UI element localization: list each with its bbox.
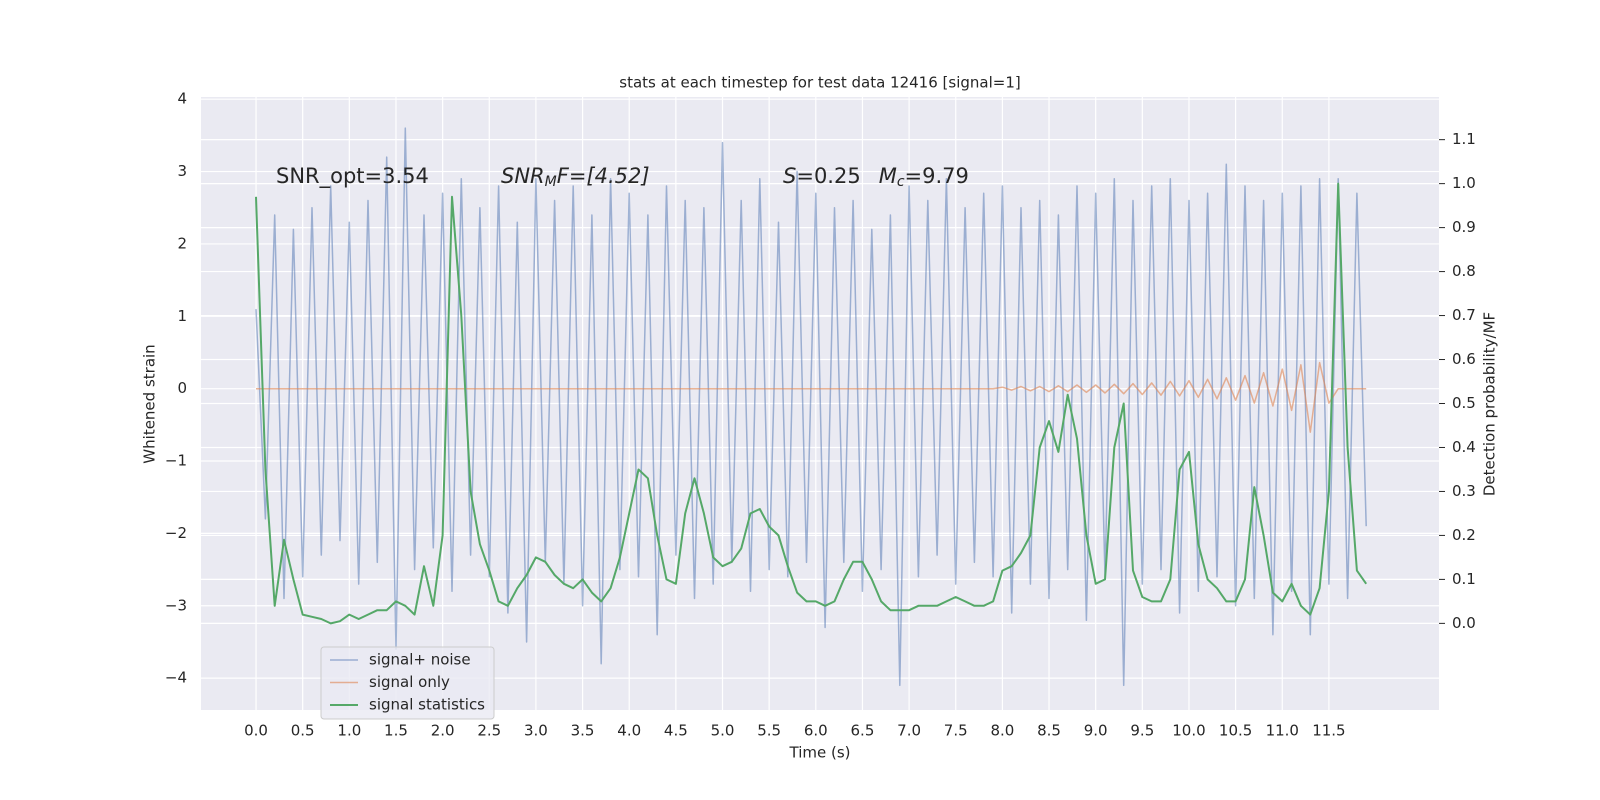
x-tick-label: 8.5: [1037, 722, 1061, 740]
x-tick-label: 1.5: [384, 722, 408, 740]
y2-tick-label: 0.2: [1452, 526, 1476, 544]
x-tick-label: 10.0: [1172, 722, 1205, 740]
x-tick-label: 7.5: [944, 722, 968, 740]
annotation-text: SNR_opt=3.54: [276, 164, 429, 189]
y-tick-label: 2: [177, 234, 187, 252]
y2-tick-label: 0.6: [1452, 350, 1476, 368]
annotation-text: =9.79: [905, 164, 969, 188]
y2-tick-label: 1.1: [1452, 130, 1476, 148]
annotation-text: M: [879, 164, 897, 188]
x-tick-label: 3.0: [524, 722, 548, 740]
y2-tick-label: 0.1: [1452, 570, 1476, 588]
x-tick-label: 0.0: [244, 722, 268, 740]
y-tick-label: 1: [177, 307, 187, 325]
y-tick-label: −3: [165, 596, 187, 614]
x-tick-label: 10.5: [1219, 722, 1252, 740]
annotation: SNRMF=[4.52]: [501, 164, 650, 190]
x-tick-label: 6.0: [804, 722, 828, 740]
y2-tick-label: 0.5: [1452, 394, 1476, 412]
x-tick-label: 9.0: [1084, 722, 1108, 740]
x-tick-label: 3.5: [571, 722, 595, 740]
legend-label: signal+ noise: [369, 651, 471, 669]
y2-tick-label: 0.9: [1452, 218, 1476, 236]
annotation-text: F=[4.52]: [557, 164, 650, 188]
y-tick-label: 4: [177, 90, 187, 108]
y-tick-label: 3: [177, 162, 187, 180]
x-tick-label: 9.5: [1130, 722, 1154, 740]
annotation-subscript: c: [897, 174, 905, 190]
chart-title: stats at each timestep for test data 124…: [619, 74, 1020, 92]
x-axis-label: Time (s): [789, 744, 851, 762]
y-tick-label: −4: [165, 669, 187, 687]
annotation: S=0.25 Mc=9.79: [783, 164, 969, 190]
x-tick-label: 8.0: [990, 722, 1014, 740]
y-tick-label: −2: [165, 524, 187, 542]
x-tick-label: 11.0: [1266, 722, 1299, 740]
x-tick-label: 0.5: [291, 722, 315, 740]
x-tick-label: 4.0: [617, 722, 641, 740]
x-tick-label: 2.0: [431, 722, 455, 740]
x-tick-label: 1.0: [337, 722, 361, 740]
y2-tick-label: 0.0: [1452, 614, 1476, 632]
legend-label: signal statistics: [369, 696, 485, 714]
y2-tick-label: 0.8: [1452, 262, 1476, 280]
legend-label: signal only: [369, 673, 450, 691]
annotation-text: SNR: [501, 164, 545, 188]
annotation-text: S: [783, 164, 796, 188]
y2-tick-label: 0.7: [1452, 306, 1476, 324]
x-tick-label: 5.5: [757, 722, 781, 740]
legend-box: [320, 646, 495, 720]
x-tick-label: 5.0: [711, 722, 735, 740]
series-line: [255, 182, 1368, 625]
y2-axis-label: Detection probability/MF: [1481, 312, 1499, 496]
series-line: [256, 361, 1367, 433]
y-axis-label: Whitened strain: [141, 344, 159, 463]
series-line: [255, 127, 1367, 687]
y2-tick-label: 0.4: [1452, 438, 1476, 456]
y-tick-label: −1: [165, 452, 187, 470]
x-tick-label: 6.5: [851, 722, 875, 740]
x-tick-label: 11.5: [1312, 722, 1345, 740]
x-tick-label: 4.5: [664, 722, 688, 740]
x-tick-label: 2.5: [477, 722, 501, 740]
y2-tick-label: 1.0: [1452, 174, 1476, 192]
x-tick-label: 7.0: [897, 722, 921, 740]
y-tick-label: 0: [177, 379, 187, 397]
y2-tick-label: 0.3: [1452, 482, 1476, 500]
annotation-text: =0.25: [796, 164, 860, 188]
annotation-subscript: M: [545, 174, 557, 190]
annotation: SNR_opt=3.54: [276, 164, 429, 189]
